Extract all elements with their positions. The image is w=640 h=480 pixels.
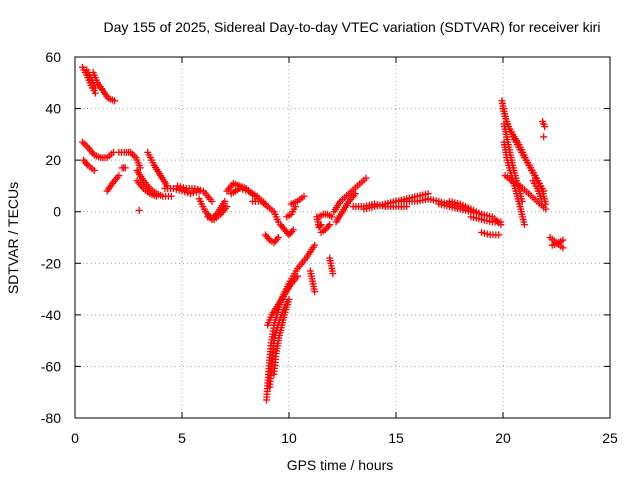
data-point	[520, 221, 528, 229]
x-tick-label: 0	[71, 430, 79, 446]
x-tick-label: 25	[602, 430, 618, 446]
data-point	[362, 174, 370, 182]
series-arc-44	[499, 105, 548, 195]
series-arc-41	[467, 213, 505, 226]
data-point	[311, 288, 319, 296]
series-arc-11	[133, 177, 160, 200]
data-point	[316, 222, 324, 230]
y-axis-title: SDTVAR / TECUs	[5, 182, 21, 294]
series-arc-16	[204, 203, 231, 223]
series-arc-13	[161, 185, 203, 198]
y-tick-label: 0	[53, 204, 61, 220]
data-point	[518, 197, 526, 205]
data-point	[91, 84, 99, 92]
data-point	[497, 218, 505, 226]
data-point	[495, 231, 503, 239]
data-marks	[78, 63, 567, 404]
data-point	[294, 272, 302, 280]
data-point	[300, 192, 308, 200]
series-arc-49	[539, 117, 549, 131]
series-arc-05	[80, 156, 98, 174]
data-point	[542, 205, 550, 213]
series-arc-03	[89, 68, 119, 105]
series-arc-21	[261, 231, 282, 247]
data-point	[121, 164, 129, 172]
x-tick-label: 10	[281, 430, 297, 446]
data-point	[274, 234, 282, 241]
data-point	[541, 123, 549, 131]
series-arc-30	[317, 221, 334, 236]
y-tick-label: -60	[41, 358, 61, 374]
tick-labels: 0 5 10 15 20 25 -80 -60 -40 -20 0 20 40 60	[41, 49, 618, 446]
x-tick-label: 5	[178, 430, 186, 446]
series-arc-50	[540, 133, 548, 141]
data-point	[540, 133, 548, 141]
series-arc-31	[315, 210, 336, 221]
data-point	[208, 197, 216, 205]
series-arc-08	[118, 164, 129, 172]
x-tick-label: 15	[388, 430, 404, 446]
series-arc-20	[276, 221, 297, 239]
series-arc-12	[135, 206, 143, 214]
y-tick-label: -80	[41, 410, 61, 426]
x-axis-title: GPS time / hours	[287, 457, 394, 473]
data-point	[326, 221, 334, 229]
y-tick-label: 40	[45, 101, 61, 117]
y-tick-label: -20	[41, 255, 61, 271]
data-point	[223, 203, 231, 211]
series-arc-32	[326, 254, 337, 278]
series-arc-28	[306, 267, 319, 296]
data-point	[559, 236, 567, 244]
series-arc-10	[144, 148, 171, 190]
plot-frame	[74, 56, 611, 419]
series-arc-33	[330, 174, 370, 216]
data-point	[221, 197, 229, 205]
data-point	[289, 226, 297, 234]
series-arc-04	[78, 138, 118, 162]
chart-title: Day 155 of 2025, Sidereal Day-to-day VTE…	[104, 19, 601, 35]
data-point	[328, 213, 336, 221]
data-point	[90, 166, 98, 174]
data-point	[311, 241, 319, 249]
data-point	[285, 295, 293, 303]
series-arc-27	[287, 192, 308, 208]
series-arc-42	[478, 228, 503, 239]
series-arc-06	[103, 172, 123, 195]
series-arc-19	[249, 197, 282, 226]
series-arc-52	[548, 236, 567, 249]
series-arc-40	[446, 197, 486, 218]
series-arc-48	[529, 177, 546, 203]
series-arc-07	[115, 148, 144, 172]
y-tick-label: 60	[45, 49, 61, 65]
data-point	[135, 206, 143, 214]
x-tick-label: 20	[495, 430, 511, 446]
y-tick-label: 20	[45, 152, 61, 168]
data-point	[351, 190, 359, 198]
data-point	[152, 192, 160, 200]
data-point	[111, 97, 119, 105]
data-point	[115, 172, 123, 180]
data-point	[317, 221, 325, 229]
y-tick-label: -40	[41, 307, 61, 323]
series-arc-14	[174, 182, 216, 205]
series-arc-24	[270, 295, 293, 378]
data-point	[167, 192, 175, 200]
data-point	[538, 195, 546, 203]
series-arc-34	[332, 190, 359, 226]
data-point	[329, 270, 337, 278]
series-arc-26	[283, 203, 299, 221]
data-point	[559, 244, 567, 252]
series-arc-47	[501, 172, 550, 213]
series-arc-25	[264, 272, 302, 329]
